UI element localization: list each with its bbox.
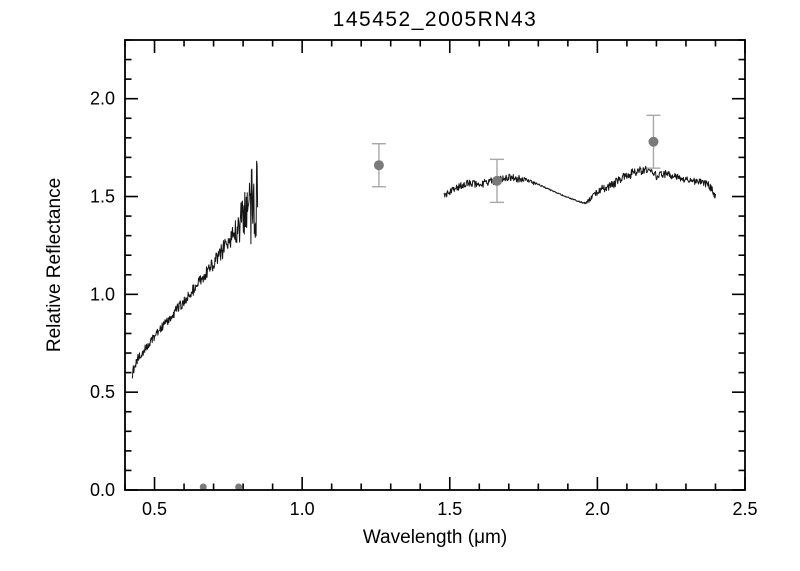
visible-spectrum (131, 160, 259, 379)
photometry-marker (648, 136, 659, 147)
baseline-point (199, 483, 207, 491)
x-tick-label: 1.0 (290, 499, 315, 519)
nir-spectrum (443, 165, 716, 205)
x-axis-label: Wavelength (μm) (363, 527, 507, 548)
y-tick-label: 0.0 (90, 480, 115, 500)
y-axis-ticks: 0.0 0.5 1.0 1.5 2.0 (90, 39, 745, 500)
photometry-point (646, 114, 661, 169)
x-tick-label: 0.5 (142, 499, 167, 519)
photometry-marker (373, 160, 384, 171)
photometry-point (490, 158, 504, 204)
x-tick-label: 2.5 (732, 499, 757, 519)
x-axis-ticks: 0.5 1.0 1.5 2.0 2.5 (124, 40, 758, 519)
baseline-point (235, 483, 243, 491)
photometry-point (371, 142, 386, 188)
chart-title: 145452_2005RN43 (333, 8, 538, 31)
x-tick-label: 1.5 (437, 499, 462, 519)
plot-frame (124, 39, 746, 491)
y-axis-label: Relative Reflectance (44, 178, 65, 352)
y-tick-label: 2.0 (90, 89, 115, 109)
y-tick-label: 1.5 (90, 187, 115, 207)
x-tick-label: 2.0 (585, 499, 610, 519)
photometry-marker (492, 175, 502, 186)
y-tick-label: 0.5 (90, 382, 115, 402)
y-tick-label: 1.0 (90, 284, 115, 304)
